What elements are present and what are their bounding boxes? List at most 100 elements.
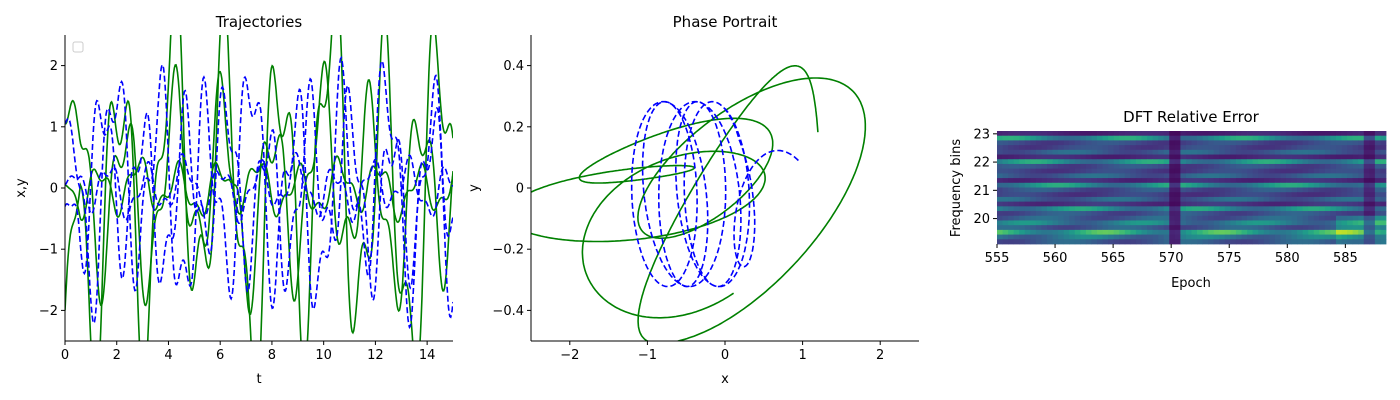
heatmap-cell [1119, 225, 1126, 231]
heatmap-cell [1291, 168, 1298, 174]
y-tick-label: 1 [50, 120, 58, 135]
heatmap-cell [1030, 187, 1037, 193]
heatmap-cell [1224, 131, 1231, 137]
heatmap-cell [1102, 234, 1109, 240]
heatmap-cell [1313, 187, 1320, 193]
heatmap-cell [1002, 220, 1009, 226]
heatmap-cell [1208, 178, 1215, 184]
heatmap-cell [1324, 201, 1331, 207]
heatmap-cell [1247, 154, 1254, 160]
heatmap-cell [1374, 145, 1381, 151]
heatmap-cell [1058, 196, 1065, 203]
heatmap-cell [1363, 182, 1370, 188]
heatmap-cell [1202, 182, 1209, 188]
heatmap-cell [1324, 140, 1331, 146]
heatmap-cell [1313, 225, 1320, 231]
heatmap-cell [1030, 145, 1037, 151]
heatmap-cell [1030, 239, 1037, 245]
dft-error-panel: DFT Relative Error 555 560 565 570 575 580 585… [949, 108, 1387, 291]
heatmap-cell [1235, 140, 1242, 146]
heatmap-cell [1269, 220, 1276, 226]
heatmap-cell [1208, 182, 1215, 188]
heatmap-cell [1252, 135, 1259, 141]
heatmap-cell [1063, 131, 1070, 137]
heatmap-cell [1085, 211, 1092, 217]
heatmap-cell [1213, 178, 1220, 184]
heatmap-cell [1002, 225, 1009, 231]
heatmap-cell [1363, 131, 1370, 137]
heatmap-cell [1180, 201, 1187, 207]
heatmap-cell [1147, 159, 1153, 165]
heatmap-cell [1197, 182, 1204, 188]
heatmap-cell [1130, 178, 1137, 184]
heatmap-cell [1058, 187, 1065, 193]
heatmap-cell [1363, 229, 1370, 235]
heatmap-cell [1091, 163, 1098, 170]
heatmap-cell [1202, 135, 1209, 141]
heatmap-cell [1163, 239, 1170, 245]
heatmap-cell [1252, 225, 1259, 231]
heatmap-cell [1313, 173, 1320, 179]
heatmap-cell [1030, 234, 1037, 240]
heatmap-cell [1297, 239, 1304, 245]
phase-portrait-panel: Phase Portrait −2 −1 0 1 2−0.4−0.200.20.4 x … [467, 13, 919, 387]
heatmap-cell [1113, 196, 1120, 203]
heatmap-cell [1191, 131, 1198, 137]
heatmap-cell [1091, 135, 1098, 141]
heatmap-cell [1280, 163, 1287, 170]
heatmap-cell [1135, 229, 1142, 235]
heatmap-cell [1374, 215, 1381, 221]
heatmap-cell [997, 201, 1003, 207]
heatmap-cell [1141, 234, 1148, 240]
heatmap-cell [997, 178, 1003, 184]
heatmap-cell [1024, 135, 1031, 141]
x-tick-label: −1 [638, 348, 657, 363]
heatmap-cell [1380, 229, 1387, 235]
heatmap-cell [1269, 182, 1276, 188]
heatmap-cell [1035, 149, 1042, 155]
heatmap-cell [1108, 173, 1115, 179]
heatmap-cell [1024, 187, 1031, 193]
heatmap-cell [1324, 239, 1331, 245]
heatmap-cell [1197, 196, 1204, 203]
heatmap-cell [1152, 229, 1159, 235]
heatmap-cell [1108, 196, 1115, 203]
heatmap-cell [1102, 182, 1109, 188]
heatmap-cell [1002, 178, 1009, 184]
heatmap-cell [1169, 173, 1176, 179]
heatmap-cell [1091, 154, 1098, 160]
y-tick-label: 0 [50, 182, 58, 197]
heatmap-cell [997, 196, 1003, 203]
heatmap-cell [1130, 225, 1137, 231]
heatmap-cell [1369, 149, 1376, 155]
heatmap-cell [1308, 168, 1315, 174]
heatmap-cell [1197, 211, 1204, 217]
heatmap-cell [1163, 192, 1170, 198]
heatmap-cell [1330, 201, 1337, 207]
heatmap-cell [1191, 206, 1198, 212]
heatmap-cell [1163, 220, 1170, 226]
heatmap-cell [1335, 163, 1342, 170]
heatmap-cell [1080, 192, 1087, 198]
heatmap-cell [1191, 182, 1198, 188]
heatmap-cell [1030, 201, 1037, 207]
heatmap-cell [1269, 135, 1276, 141]
heatmap-cell [1035, 225, 1042, 231]
heatmap-cell [1152, 163, 1159, 170]
heatmap-cell [1185, 163, 1192, 170]
heatmap-cell [1352, 211, 1359, 217]
heatmap-cell [1002, 140, 1009, 146]
heatmap-cell [1047, 182, 1053, 188]
heatmap-cell [1263, 140, 1270, 146]
heatmap-cell [1247, 196, 1254, 203]
heatmap-cell [1302, 201, 1309, 207]
heatmap-cell [1280, 215, 1287, 221]
heatmap-cell [1285, 234, 1292, 240]
heatmap-cell [1091, 140, 1098, 146]
heatmap-cell [1358, 149, 1365, 155]
heatmap-cell [1297, 131, 1304, 137]
heatmap-cell [1113, 211, 1120, 217]
heatmap-cell [1324, 178, 1331, 184]
heatmap-cell [1119, 154, 1126, 160]
heatmap-cell [1002, 145, 1009, 151]
